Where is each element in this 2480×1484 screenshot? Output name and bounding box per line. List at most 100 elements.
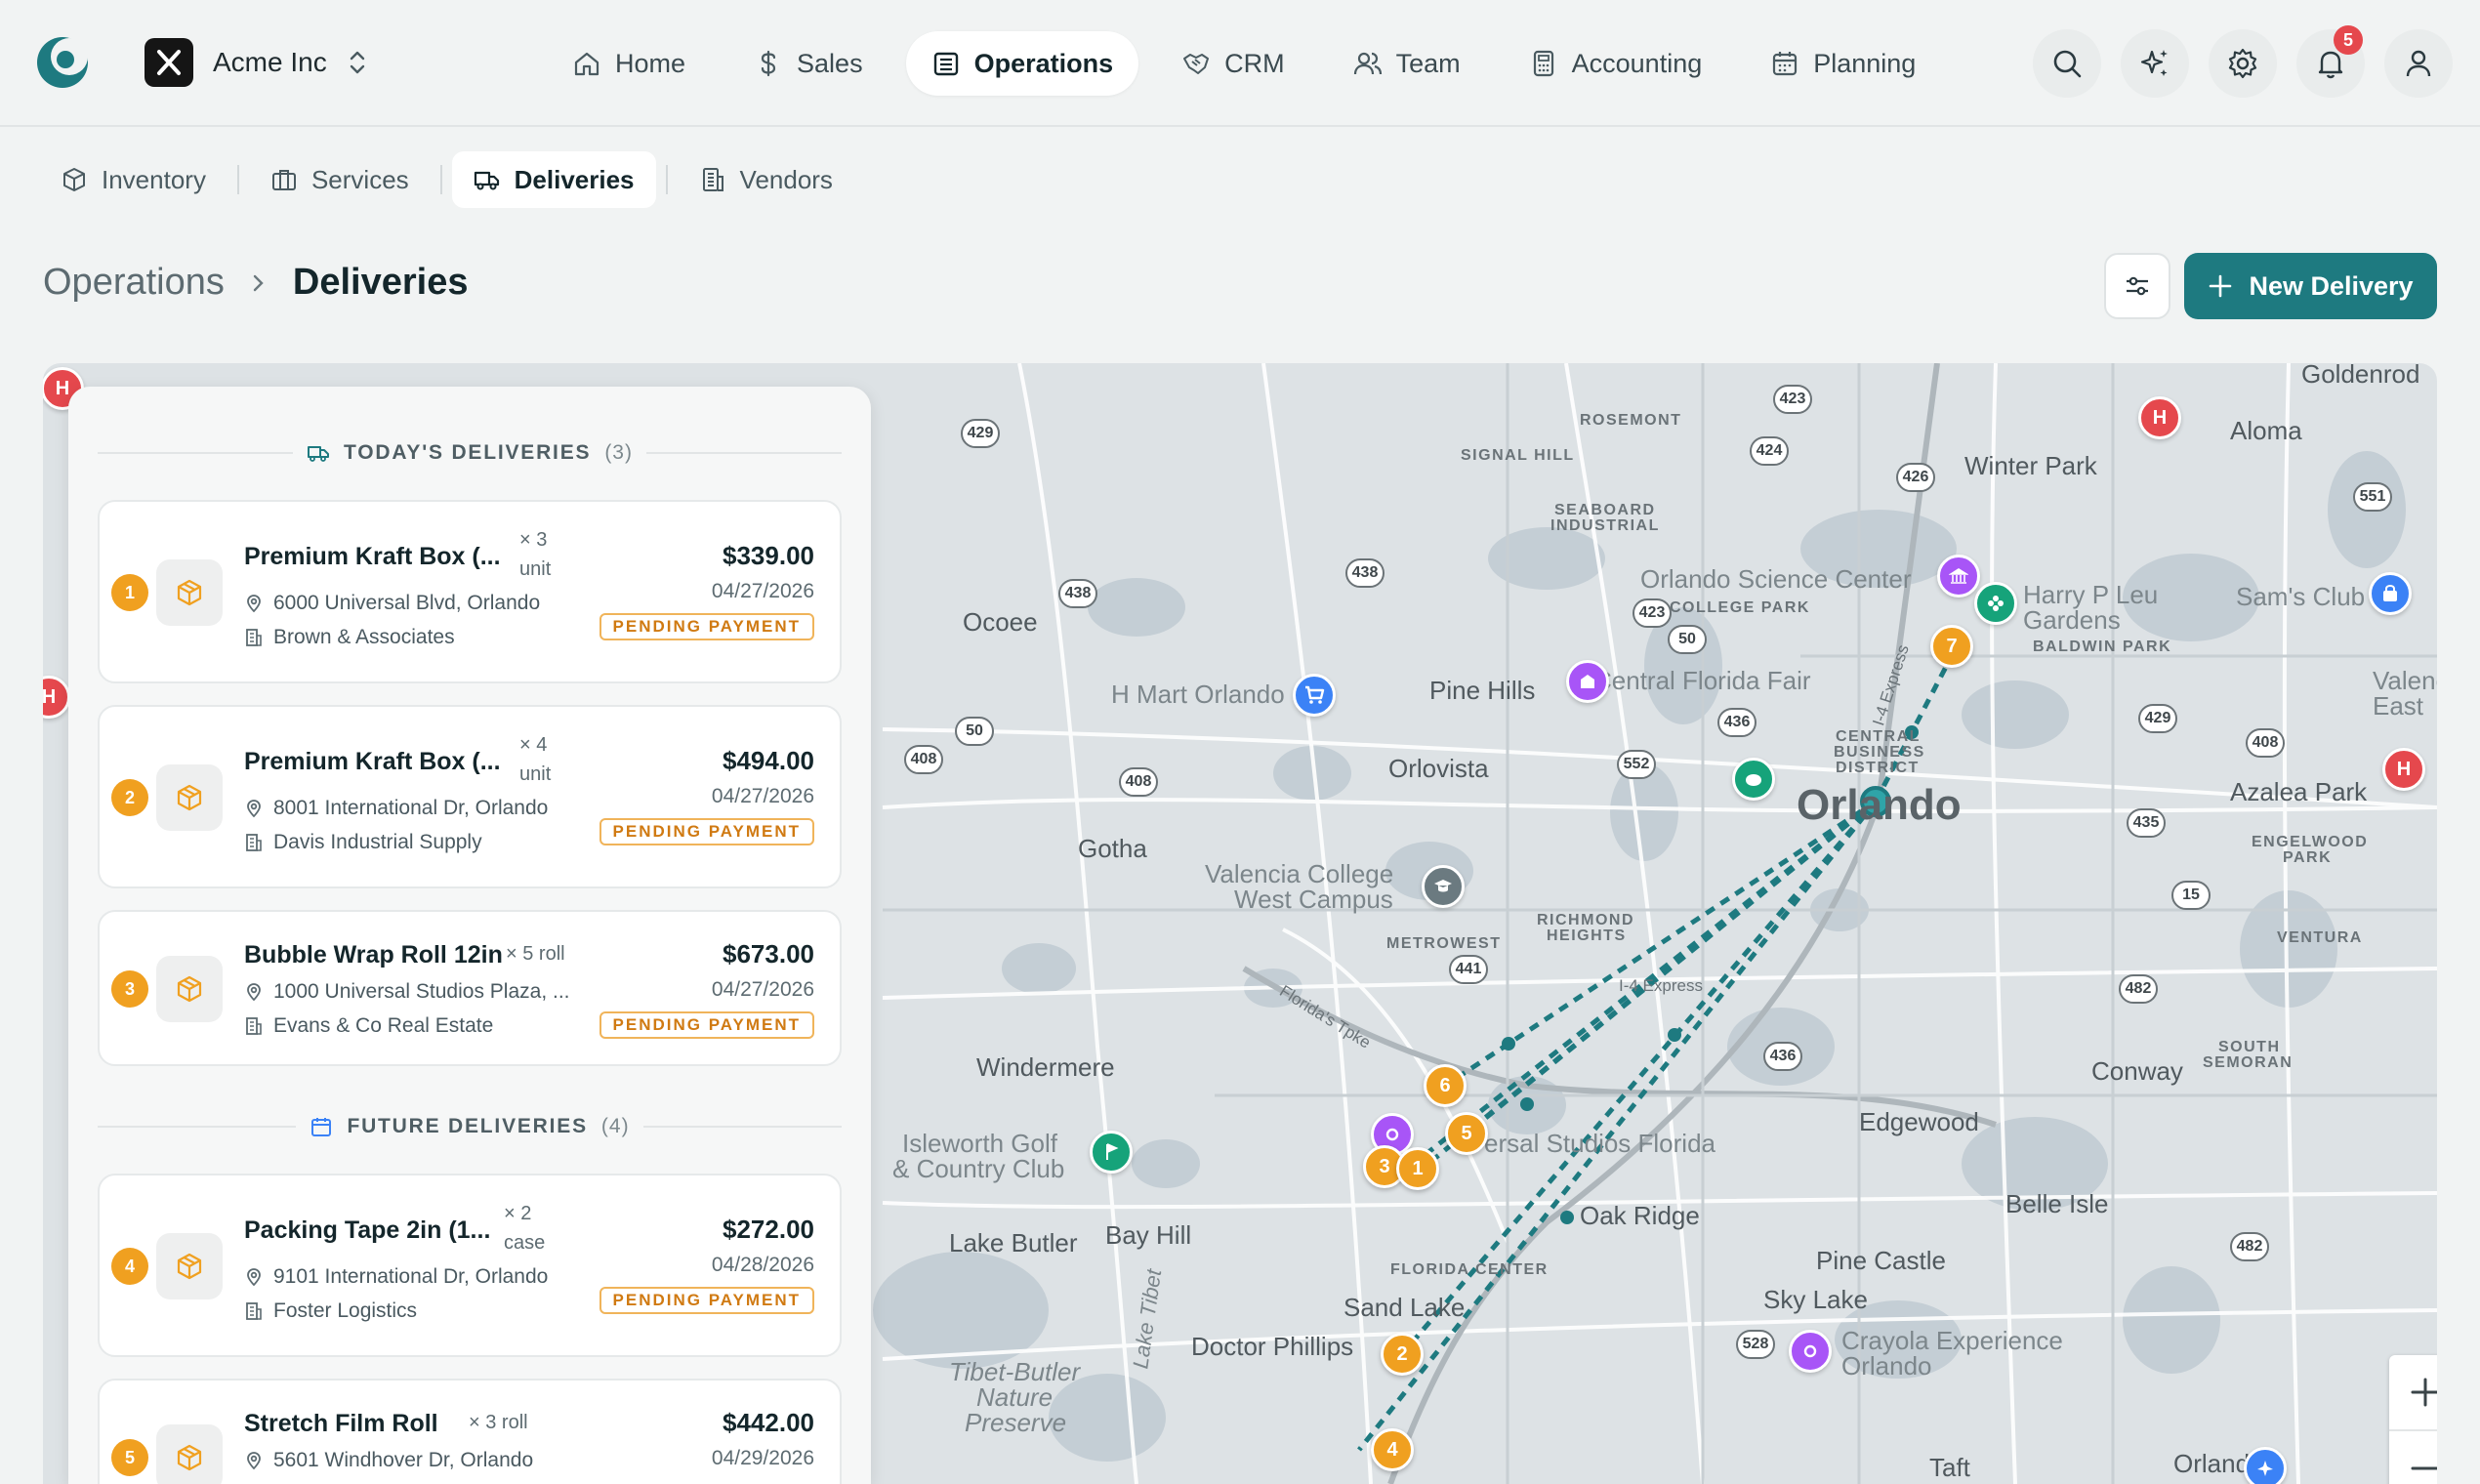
route-marker[interactable]: 6 — [1424, 1064, 1467, 1107]
map-label: Harry P Leu — [2023, 580, 2159, 609]
map-label: I-4 Express — [1619, 976, 1703, 995]
map-label: Isleworth Golf — [902, 1129, 1057, 1158]
map-label: RICHMOND — [1537, 912, 1634, 928]
shopping-cart-icon[interactable] — [1293, 674, 1336, 717]
attraction-icon[interactable] — [1789, 1330, 1832, 1373]
breadcrumb-parent[interactable]: Operations — [43, 262, 225, 303]
new-delivery-button[interactable]: New Delivery — [2184, 253, 2437, 319]
delivery-card[interactable]: 3 Bubble Wrap Roll 12in × 5 roll 1000 Un… — [98, 910, 842, 1066]
shopping-bag-icon[interactable] — [2369, 572, 2412, 615]
route-marker[interactable]: 1 — [1396, 1147, 1439, 1190]
delivery-quantity: × 2 — [504, 1203, 532, 1224]
status-badge: PENDING PAYMENT — [599, 818, 814, 845]
nav-sales[interactable]: Sales — [728, 31, 889, 96]
route-shield: 438 — [1058, 579, 1097, 608]
nav-accounting[interactable]: Accounting — [1504, 31, 1728, 96]
route-shield: 423 — [1633, 598, 1672, 628]
map-label: Valencia College — [1205, 859, 1394, 888]
route-shield: 408 — [1119, 767, 1158, 797]
delivery-price: $442.00 — [723, 1408, 814, 1437]
settings-button[interactable] — [2209, 29, 2277, 98]
package-icon — [156, 764, 223, 831]
nav-operations[interactable]: Operations — [905, 31, 1139, 96]
status-badge: PENDING PAYMENT — [599, 613, 814, 640]
route-shield: 50 — [955, 717, 994, 746]
building-icon — [246, 1302, 262, 1320]
map-label: Sand Lake — [1343, 1293, 1466, 1322]
sub-nav: Inventory Services Deliveries Vendors — [39, 151, 854, 208]
nav-planning[interactable]: Planning — [1745, 31, 1941, 96]
delivery-address: 9101 International Dr, Orlando — [244, 1265, 548, 1289]
nav-team[interactable]: Team — [1328, 31, 1486, 96]
map-label: COLLEGE PARK — [1670, 599, 1810, 616]
delivery-product: Packing Tape 2in (1... — [244, 1216, 491, 1244]
home-icon — [574, 52, 599, 76]
map-label: H Mart Orlando — [1111, 680, 1285, 709]
delivery-quantity: × 4 — [519, 734, 548, 756]
dollar-icon — [761, 50, 776, 77]
nav-home[interactable]: Home — [547, 31, 711, 96]
map-label: ROSEMONT — [1580, 412, 1682, 429]
breadcrumb: Operations Deliveries — [43, 262, 468, 304]
delivery-date: 04/27/2026 — [711, 580, 814, 602]
today-section-count: (3) — [604, 441, 633, 464]
map-label: Orlando — [1841, 1351, 1932, 1381]
route-marker[interactable]: 7 — [1930, 625, 1973, 668]
sparkles-icon — [2140, 50, 2168, 76]
subnav-inventory[interactable]: Inventory — [39, 151, 227, 208]
map-label: Sam's Club — [2236, 582, 2366, 611]
park-icon[interactable] — [1732, 758, 1775, 801]
airport-icon[interactable] — [2244, 1447, 2287, 1484]
filter-button[interactable] — [2104, 253, 2170, 319]
delivery-date: 04/29/2026 — [711, 1447, 814, 1469]
zoom-in-button[interactable] — [2389, 1355, 2437, 1429]
museum-icon[interactable] — [1937, 555, 1980, 598]
route-marker[interactable]: 3 — [1363, 1145, 1406, 1188]
nav-crm[interactable]: CRM — [1156, 31, 1310, 96]
route-marker[interactable]: 4 — [1371, 1428, 1414, 1471]
delivery-number: 3 — [111, 970, 148, 1008]
building-icon — [246, 1017, 262, 1035]
zoom-out-button[interactable] — [2389, 1431, 2437, 1484]
subnav-services[interactable]: Services — [249, 151, 431, 208]
subnav-divider — [236, 165, 239, 194]
garden-icon[interactable] — [1974, 582, 2017, 625]
profile-button[interactable] — [2384, 29, 2453, 98]
delivery-card[interactable]: 2 Premium Kraft Box (... × 4 unit 8001 I… — [98, 705, 842, 888]
map-label: Preserve — [965, 1408, 1067, 1437]
delivery-card[interactable]: 4 Packing Tape 2in (1... × 2 case 9101 I… — [98, 1174, 842, 1357]
office-building-icon — [702, 168, 723, 191]
school-icon[interactable] — [1422, 865, 1465, 908]
delivery-card[interactable]: 1 Premium Kraft Box (... × 3 unit 6000 U… — [98, 500, 842, 683]
chevron-right-icon — [253, 274, 264, 291]
section-divider — [98, 1126, 297, 1128]
gear-icon — [2228, 48, 2257, 79]
map-label: Pine Castle — [1816, 1246, 1946, 1275]
map-label: Gardens — [2023, 605, 2121, 635]
route-shield: 436 — [1763, 1042, 1802, 1071]
app-logo[interactable] — [33, 33, 92, 92]
route-shield: 441 — [1449, 955, 1488, 984]
search-button[interactable] — [2033, 29, 2101, 98]
route-marker[interactable]: 2 — [1381, 1333, 1424, 1376]
package-icon — [156, 1424, 223, 1484]
subnav-deliveries[interactable]: Deliveries — [451, 151, 656, 208]
subnav-vendors[interactable]: Vendors — [678, 151, 854, 208]
future-section-count: (4) — [600, 1115, 630, 1137]
notifications-button[interactable]: 5 — [2296, 25, 2365, 98]
golf-icon[interactable] — [1090, 1131, 1133, 1174]
fairground-icon[interactable] — [1566, 660, 1609, 703]
delivery-address-text: 5601 Windhover Dr, Orlando — [273, 1449, 534, 1471]
bell-icon — [2318, 51, 2343, 79]
company-switcher[interactable]: Acme Inc — [145, 37, 368, 88]
delivery-product: Stretch Film Roll — [244, 1410, 438, 1437]
ai-assistant-button[interactable] — [2121, 29, 2189, 98]
route-marker[interactable]: 5 — [1445, 1112, 1488, 1155]
hospital-icon[interactable]: H — [2138, 396, 2181, 439]
delivery-card[interactable]: 5 Stretch Film Roll × 3 roll 5601 Windho… — [98, 1379, 842, 1484]
route-shield: 429 — [2138, 704, 2177, 733]
route-shield: 50 — [1668, 625, 1707, 654]
route-shield: 552 — [1617, 750, 1656, 779]
hospital-icon[interactable]: H — [2382, 748, 2425, 791]
calendar-icon — [311, 1118, 332, 1136]
